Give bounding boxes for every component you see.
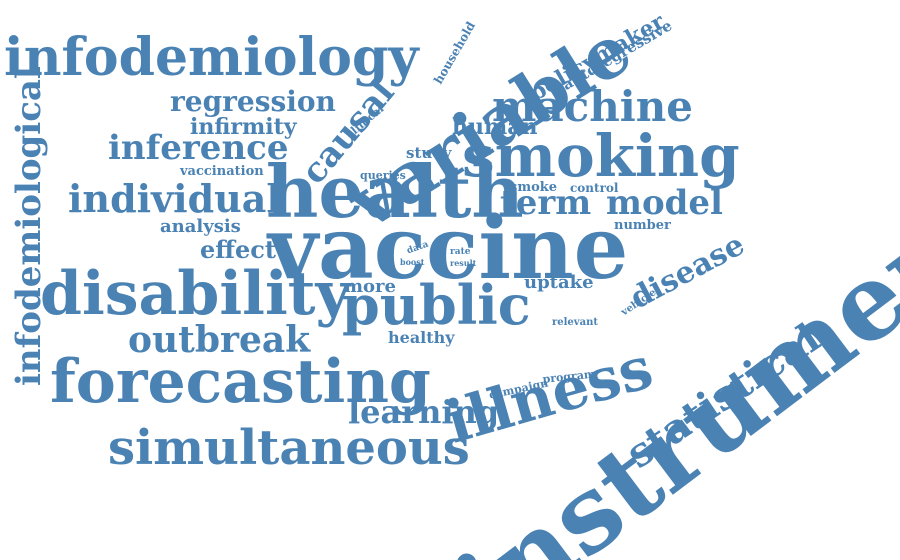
word-smoking: smoking xyxy=(462,122,740,190)
word-simultaneous: simultaneous xyxy=(108,420,470,476)
word-control: control xyxy=(570,181,619,195)
word-analysis: analysis xyxy=(160,216,241,237)
word-regression: regression xyxy=(170,85,336,118)
word-individual: individual xyxy=(68,176,281,221)
word-term: term xyxy=(500,183,592,223)
word-healthy: healthy xyxy=(388,328,455,347)
word-public: public xyxy=(342,273,531,337)
word-infodemiology: infodemiology xyxy=(4,27,419,88)
word-learning: learning xyxy=(348,393,500,431)
word-queries: queries xyxy=(360,169,406,182)
word-inference: inference xyxy=(108,128,289,168)
word-infirmity: infirmity xyxy=(190,114,297,140)
word-uptake: uptake xyxy=(524,272,594,293)
word-vaccination: vaccination xyxy=(180,164,264,179)
word-number: number xyxy=(614,218,671,233)
word-outbreak: outbreak xyxy=(128,319,311,361)
word-health: health xyxy=(266,149,524,234)
word-household: household xyxy=(431,19,479,87)
word-human: human xyxy=(452,114,538,140)
word-forecasting: forecasting xyxy=(50,347,431,417)
word-model: model xyxy=(606,183,723,223)
word-vaccine: vaccine xyxy=(268,198,629,299)
word-smoke: smoke xyxy=(510,180,558,195)
word-machine: machine xyxy=(492,82,693,131)
word-result: result xyxy=(450,258,477,268)
word-boost: boost xyxy=(400,257,425,267)
word-rate: rate xyxy=(450,247,471,257)
word-more: more xyxy=(344,276,396,297)
word-study: study xyxy=(406,144,452,162)
word-effect: effect xyxy=(200,235,276,264)
word-infodemiological: infodemiological xyxy=(9,66,49,386)
word-relevant: relevant xyxy=(552,317,598,328)
word-disability: disability xyxy=(40,259,351,329)
